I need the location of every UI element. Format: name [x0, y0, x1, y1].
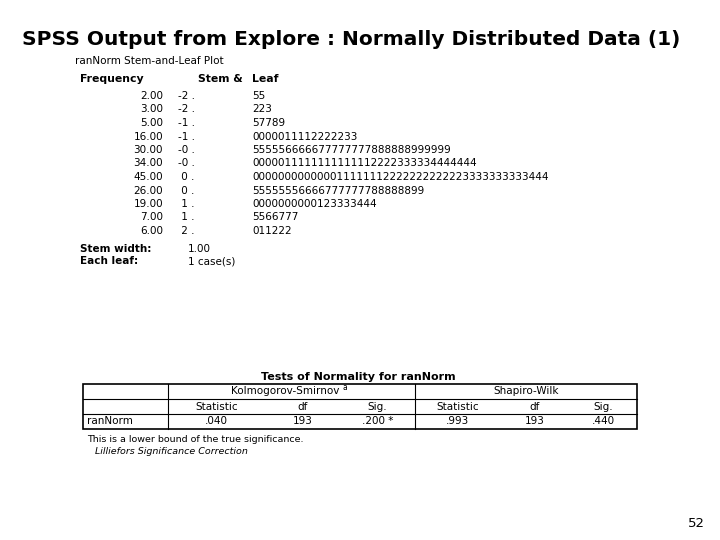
Text: Leaf: Leaf	[252, 74, 279, 84]
Text: 7.00: 7.00	[140, 213, 163, 222]
Text: -0 .: -0 .	[178, 145, 195, 155]
Text: ranNorm: ranNorm	[87, 416, 133, 427]
Text: Frequency: Frequency	[80, 74, 143, 84]
Text: Shapiro-Wilk: Shapiro-Wilk	[493, 387, 559, 396]
Text: 0 .: 0 .	[178, 186, 194, 195]
Text: Each leaf:: Each leaf:	[80, 256, 138, 267]
Text: Statistic: Statistic	[436, 402, 479, 411]
Text: df: df	[297, 402, 307, 411]
Text: 16.00: 16.00	[133, 132, 163, 141]
Text: 2 .: 2 .	[178, 226, 194, 236]
Text: 3.00: 3.00	[140, 105, 163, 114]
Text: 6.00: 6.00	[140, 226, 163, 236]
Bar	[83, 384, 637, 429]
Text: Statistic: Statistic	[195, 402, 238, 411]
Text: Tests of Normality for ranNorm: Tests of Normality for ranNorm	[261, 372, 455, 382]
Text: 0 .: 0 .	[178, 172, 194, 182]
Text: Sig.: Sig.	[368, 402, 387, 411]
Text: a: a	[342, 383, 347, 392]
Text: ranNorm Stem-and-Leaf Plot: ranNorm Stem-and-Leaf Plot	[75, 56, 224, 66]
Text: .993: .993	[446, 416, 469, 427]
Text: 34.00: 34.00	[133, 159, 163, 168]
Text: 5.00: 5.00	[140, 118, 163, 128]
Text: df: df	[530, 402, 540, 411]
Text: Kolmogorov-Smirnov: Kolmogorov-Smirnov	[231, 387, 340, 396]
Text: 5566777: 5566777	[252, 213, 298, 222]
Text: 1.00: 1.00	[188, 244, 211, 253]
Text: 555556666677777777888888999999: 555556666677777777888888999999	[252, 145, 451, 155]
Text: Lilliefors Significance Correction: Lilliefors Significance Correction	[95, 447, 248, 456]
Text: 000000000000011111112222222222223333333333444: 0000000000000111111122222222222233333333…	[252, 172, 549, 182]
Text: -2 .: -2 .	[178, 91, 195, 101]
Text: 1 case(s): 1 case(s)	[188, 256, 235, 267]
Text: 1 .: 1 .	[178, 199, 194, 209]
Text: -0 .: -0 .	[178, 159, 195, 168]
Text: .440: .440	[592, 416, 615, 427]
Text: 0000011112222233: 0000011112222233	[252, 132, 357, 141]
Text: .200 *: .200 *	[362, 416, 393, 427]
Text: 55555556666777777788888899: 55555556666777777788888899	[252, 186, 424, 195]
Text: 55: 55	[252, 91, 265, 101]
Text: Sig.: Sig.	[594, 402, 613, 411]
Text: 1 .: 1 .	[178, 213, 194, 222]
Text: SPSS Output from Explore : Normally Distributed Data (1): SPSS Output from Explore : Normally Dist…	[22, 30, 680, 49]
Text: 193: 193	[292, 416, 312, 427]
Text: -1 .: -1 .	[178, 118, 195, 128]
Text: -2 .: -2 .	[178, 105, 195, 114]
Text: 52: 52	[688, 517, 705, 530]
Text: 193: 193	[525, 416, 545, 427]
Text: 0000011111111111112222333334444444: 0000011111111111112222333334444444	[252, 159, 477, 168]
Text: 57789: 57789	[252, 118, 285, 128]
Text: Stem width:: Stem width:	[80, 244, 151, 253]
Text: 45.00: 45.00	[133, 172, 163, 182]
Text: 223: 223	[252, 105, 272, 114]
Text: 011222: 011222	[252, 226, 292, 236]
Text: -1 .: -1 .	[178, 132, 195, 141]
Text: This is a lower bound of the true significance.: This is a lower bound of the true signif…	[87, 435, 304, 444]
Text: 0000000000123333444: 0000000000123333444	[252, 199, 377, 209]
Text: Stem &: Stem &	[198, 74, 243, 84]
Text: .040: .040	[205, 416, 228, 427]
Text: 30.00: 30.00	[133, 145, 163, 155]
Text: 26.00: 26.00	[133, 186, 163, 195]
Text: 19.00: 19.00	[133, 199, 163, 209]
Text: 2.00: 2.00	[140, 91, 163, 101]
